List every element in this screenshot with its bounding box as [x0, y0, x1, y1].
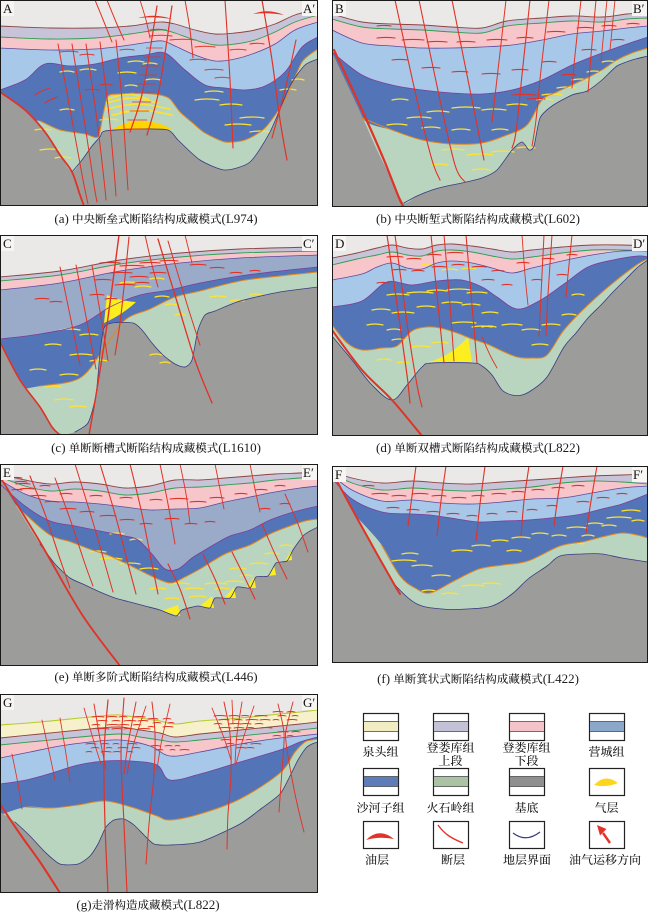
svg-text:(L822): (L822) — [544, 440, 580, 455]
svg-text:(f): (f) — [377, 671, 390, 686]
svg-text:(L602): (L602) — [544, 211, 580, 226]
svg-text:C: C — [3, 236, 12, 251]
svg-text:(e): (e) — [54, 669, 68, 684]
svg-text:D: D — [335, 236, 344, 251]
svg-text:A: A — [3, 1, 13, 16]
svg-text:F: F — [335, 467, 342, 482]
svg-text:(c): (c) — [51, 440, 65, 455]
svg-text:(a): (a) — [54, 211, 68, 226]
svg-text:(L822): (L822) — [184, 897, 220, 912]
svg-text:(L446): (L446) — [222, 669, 258, 684]
svg-text:G′: G′ — [303, 695, 315, 710]
svg-text:(L974): (L974) — [222, 211, 258, 226]
svg-text:A′: A′ — [303, 1, 315, 16]
svg-text:D′: D′ — [633, 236, 645, 251]
svg-text:C′: C′ — [303, 236, 315, 251]
svg-text:B: B — [335, 1, 344, 16]
svg-text:E: E — [3, 465, 11, 480]
svg-text:E′: E′ — [303, 465, 314, 480]
svg-text:(L422): (L422) — [543, 671, 579, 686]
svg-text:(d): (d) — [376, 440, 391, 455]
svg-text:G: G — [3, 695, 12, 710]
svg-text:(g): (g) — [76, 897, 91, 912]
svg-text:(L1610): (L1610) — [218, 440, 261, 455]
svg-text:(b): (b) — [376, 211, 391, 226]
svg-text:B′: B′ — [633, 1, 645, 16]
svg-text:F′: F′ — [633, 467, 643, 482]
